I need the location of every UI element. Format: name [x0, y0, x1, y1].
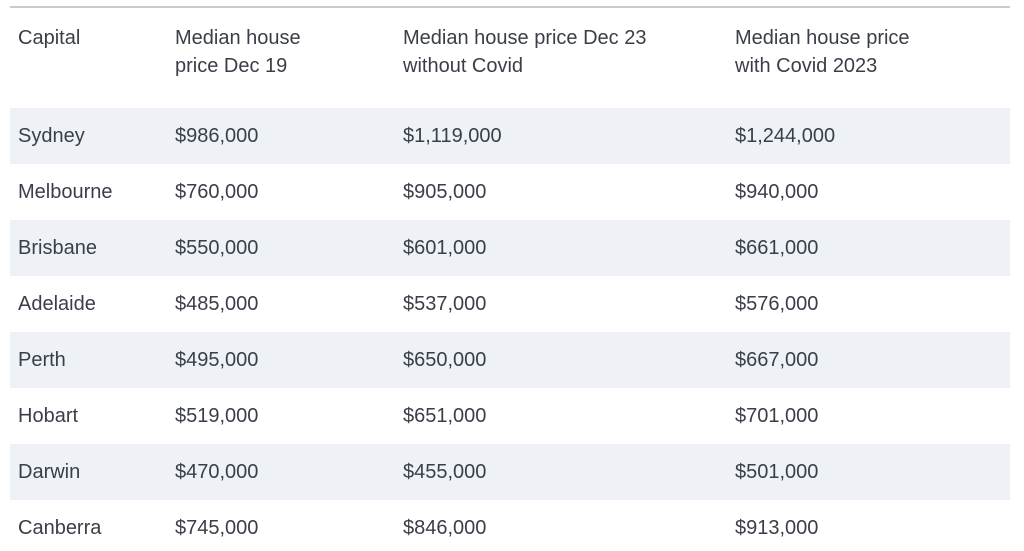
column-header: Median house price Dec 19: [175, 27, 301, 77]
house-price-table: Capital Median house price Dec 19 Median ho…: [10, 8, 1010, 551]
capital-cell: Perth: [18, 348, 66, 371]
price-cell: $1,244,000: [735, 124, 836, 147]
price-cell: $455,000: [403, 460, 487, 483]
price-cell: $537,000: [403, 292, 487, 315]
price-cell: $519,000: [175, 404, 259, 427]
table-row: Canberra $745,000 $846,000 $913,000: [10, 500, 1010, 551]
price-cell: $550,000: [175, 236, 259, 259]
header-row: Capital Median house price Dec 19 Median ho…: [10, 8, 1010, 108]
capital-cell: Adelaide: [18, 292, 96, 315]
price-cell: $701,000: [735, 404, 819, 427]
column-header: Median house price with Covid 2023: [735, 27, 910, 77]
capital-cell: Melbourne: [18, 180, 113, 203]
column-header: Capital: [18, 27, 81, 49]
capital-cell: Brisbane: [18, 236, 97, 259]
price-cell: $667,000: [735, 348, 819, 371]
price-cell: $470,000: [175, 460, 259, 483]
column-header: Median house price Dec 23 without Covid: [403, 27, 647, 77]
capital-cell: Canberra: [18, 516, 102, 539]
price-cell: $661,000: [735, 236, 819, 259]
price-cell: $986,000: [175, 124, 259, 147]
price-cell: $905,000: [403, 180, 487, 203]
price-cell: $485,000: [175, 292, 259, 315]
price-cell: $1,119,000: [403, 124, 502, 147]
price-cell: $913,000: [735, 516, 819, 539]
price-cell: $745,000: [175, 516, 259, 539]
price-cell: $846,000: [403, 516, 487, 539]
table-row: Darwin $470,000 $455,000 $501,000: [10, 444, 1010, 500]
table-row: Hobart $519,000 $651,000 $701,000: [10, 388, 1010, 444]
price-cell: $760,000: [175, 180, 259, 203]
price-cell: $495,000: [175, 348, 259, 371]
table-row: Adelaide $485,000 $537,000 $576,000: [10, 276, 1010, 332]
price-cell: $576,000: [735, 292, 819, 315]
table-row: Brisbane $550,000 $601,000 $661,000: [10, 220, 1010, 276]
price-cell: $501,000: [735, 460, 819, 483]
table-header: Capital Median house price Dec 19 Median ho…: [10, 8, 1010, 108]
table-body: Sydney $986,000 $1,119,000 $1,244,000 Melbou…: [10, 108, 1010, 551]
price-cell: $940,000: [735, 180, 819, 203]
table-row: Melbourne $760,000 $905,000 $940,000: [10, 164, 1010, 220]
table-row: Perth $495,000 $650,000 $667,000: [10, 332, 1010, 388]
capital-cell: Darwin: [18, 460, 81, 483]
house-price-table-container: Capital Median house price Dec 19 Median ho…: [10, 6, 1010, 551]
capital-cell: Sydney: [18, 124, 85, 147]
price-cell: $601,000: [403, 236, 487, 259]
price-cell: $650,000: [403, 348, 487, 371]
price-cell: $651,000: [403, 404, 487, 427]
capital-cell: Hobart: [18, 404, 79, 427]
table-row: Sydney $986,000 $1,119,000 $1,244,000: [10, 108, 1010, 164]
